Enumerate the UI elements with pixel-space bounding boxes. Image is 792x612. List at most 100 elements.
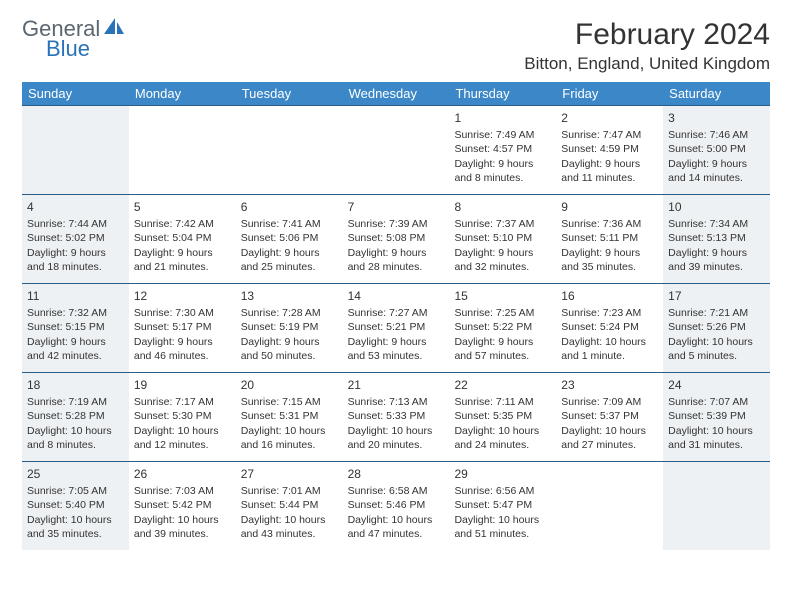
day-header-cell: Thursday xyxy=(449,82,556,105)
day-cell: 16Sunrise: 7:23 AMSunset: 5:24 PMDayligh… xyxy=(556,284,663,372)
daylight-line-2: and 5 minutes. xyxy=(668,349,765,363)
day-cell xyxy=(556,462,663,550)
daylight-line-1: Daylight: 9 hours xyxy=(668,246,765,260)
daylight-line-1: Daylight: 9 hours xyxy=(561,246,658,260)
sunrise-line: Sunrise: 7:49 AM xyxy=(454,128,551,142)
sunset-line: Sunset: 5:47 PM xyxy=(454,498,551,512)
sunrise-line: Sunrise: 7:42 AM xyxy=(134,217,231,231)
daylight-line-1: Daylight: 10 hours xyxy=(561,424,658,438)
day-cell: 13 Sunrise: 7:28 AMSunset: 5:19 PMDayligh… xyxy=(236,284,343,372)
daylight-line-1: Daylight: 9 hours xyxy=(27,335,124,349)
daylight-line-2: and 32 minutes. xyxy=(454,260,551,274)
daylight-line-1: Daylight: 10 hours xyxy=(561,335,658,349)
sunset-line: Sunset: 5:15 PM xyxy=(27,320,124,334)
sunset-line: Sunset: 5:10 PM xyxy=(454,231,551,245)
sunrise-line: Sunrise: 7:05 AM xyxy=(27,484,124,498)
day-cell: 25Sunrise: 7:05 AMSunset: 5:40 PMDayligh… xyxy=(22,462,129,550)
daylight-line-1: Daylight: 9 hours xyxy=(561,157,658,171)
daylight-line-1: Daylight: 9 hours xyxy=(454,157,551,171)
day-number: 29 xyxy=(454,466,551,482)
day-number: 4 xyxy=(27,199,124,215)
day-cell: 12Sunrise: 7:30 AMSunset: 5:17 PMDayligh… xyxy=(129,284,236,372)
daylight-line-1: Daylight: 10 hours xyxy=(454,424,551,438)
day-cell: 24Sunrise: 7:07 AMSunset: 5:39 PMDayligh… xyxy=(663,373,770,461)
daylight-line-2: and 1 minute. xyxy=(561,349,658,363)
daylight-line-1: Daylight: 10 hours xyxy=(241,513,338,527)
daylight-line-1: Daylight: 9 hours xyxy=(241,335,338,349)
day-cell: 5 Sunrise: 7:42 AMSunset: 5:04 PMDaylight… xyxy=(129,195,236,283)
sunrise-line: Sunrise: 7:36 AM xyxy=(561,217,658,231)
day-number: 5 xyxy=(134,199,231,215)
day-header-cell: Saturday xyxy=(663,82,770,105)
day-cell: 18Sunrise: 7:19 AMSunset: 5:28 PMDayligh… xyxy=(22,373,129,461)
daylight-line-1: Daylight: 9 hours xyxy=(241,246,338,260)
day-cell: 10Sunrise: 7:34 AMSunset: 5:13 PMDayligh… xyxy=(663,195,770,283)
sunset-line: Sunset: 4:57 PM xyxy=(454,142,551,156)
daylight-line-2: and 50 minutes. xyxy=(241,349,338,363)
daylight-line-1: Daylight: 9 hours xyxy=(454,246,551,260)
sunrise-line: Sunrise: 7:21 AM xyxy=(668,306,765,320)
daylight-line-1: Daylight: 10 hours xyxy=(134,424,231,438)
day-number: 11 xyxy=(27,288,124,304)
sunrise-line: Sunrise: 7:39 AM xyxy=(348,217,445,231)
sunset-line: Sunset: 5:11 PM xyxy=(561,231,658,245)
daylight-line-2: and 11 minutes. xyxy=(561,171,658,185)
day-cell: 21Sunrise: 7:13 AMSunset: 5:33 PMDayligh… xyxy=(343,373,450,461)
day-number: 22 xyxy=(454,377,551,393)
day-cell: 23Sunrise: 7:09 AMSunset: 5:37 PMDayligh… xyxy=(556,373,663,461)
daylight-line-2: and 20 minutes. xyxy=(348,438,445,452)
daylight-line-2: and 14 minutes. xyxy=(668,171,765,185)
sunrise-line: Sunrise: 7:44 AM xyxy=(27,217,124,231)
weeks-container: 1Sunrise: 7:49 AMSunset: 4:57 PMDaylight… xyxy=(22,105,770,550)
daylight-line-2: and 35 minutes. xyxy=(27,527,124,541)
sunset-line: Sunset: 5:42 PM xyxy=(134,498,231,512)
day-header-cell: Wednesday xyxy=(343,82,450,105)
sunset-line: Sunset: 5:21 PM xyxy=(348,320,445,334)
day-cell: 15Sunrise: 7:25 AMSunset: 5:22 PMDayligh… xyxy=(449,284,556,372)
calendar: SundayMondayTuesdayWednesdayThursdayFrid… xyxy=(22,82,770,550)
day-number: 14 xyxy=(348,288,445,304)
daylight-line-2: and 28 minutes. xyxy=(348,260,445,274)
sunrise-line: Sunrise: 7:25 AM xyxy=(454,306,551,320)
day-number: 7 xyxy=(348,199,445,215)
day-number: 2 xyxy=(561,110,658,126)
day-cell: 29Sunrise: 6:56 AMSunset: 5:47 PMDayligh… xyxy=(449,462,556,550)
week-row: 4Sunrise: 7:44 AMSunset: 5:02 PMDaylight… xyxy=(22,194,770,283)
daylight-line-1: Daylight: 10 hours xyxy=(241,424,338,438)
daylight-line-1: Daylight: 9 hours xyxy=(348,246,445,260)
daylight-line-2: and 8 minutes. xyxy=(27,438,124,452)
sunrise-line: Sunrise: 7:27 AM xyxy=(348,306,445,320)
day-header-cell: Sunday xyxy=(22,82,129,105)
sunset-line: Sunset: 4:59 PM xyxy=(561,142,658,156)
daylight-line-2: and 18 minutes. xyxy=(27,260,124,274)
day-number: 13 xyxy=(241,288,338,304)
sunset-line: Sunset: 5:26 PM xyxy=(668,320,765,334)
logo: General Blue xyxy=(22,18,124,60)
day-cell: 4Sunrise: 7:44 AMSunset: 5:02 PMDaylight… xyxy=(22,195,129,283)
day-number: 25 xyxy=(27,466,124,482)
daylight-line-2: and 39 minutes. xyxy=(668,260,765,274)
daylight-line-1: Daylight: 10 hours xyxy=(668,424,765,438)
day-number: 27 xyxy=(241,466,338,482)
day-cell: 2Sunrise: 7:47 AMSunset: 4:59 PMDaylight… xyxy=(556,106,663,194)
day-cell xyxy=(236,106,343,194)
day-cell xyxy=(343,106,450,194)
daylight-line-2: and 39 minutes. xyxy=(134,527,231,541)
day-number: 19 xyxy=(134,377,231,393)
day-number: 15 xyxy=(454,288,551,304)
sunrise-line: Sunrise: 7:01 AM xyxy=(241,484,338,498)
day-cell: 6Sunrise: 7:41 AMSunset: 5:06 PMDaylight… xyxy=(236,195,343,283)
day-cell: 27Sunrise: 7:01 AMSunset: 5:44 PMDayligh… xyxy=(236,462,343,550)
day-number: 20 xyxy=(241,377,338,393)
sunset-line: Sunset: 5:04 PM xyxy=(134,231,231,245)
day-number: 12 xyxy=(134,288,231,304)
sunrise-line: Sunrise: 7:28 AM xyxy=(241,306,338,320)
logo-text-bottom: Blue xyxy=(46,38,124,60)
sunset-line: Sunset: 5:19 PM xyxy=(241,320,338,334)
daylight-line-1: Daylight: 9 hours xyxy=(134,246,231,260)
daylight-line-1: Daylight: 10 hours xyxy=(27,513,124,527)
daylight-line-2: and 21 minutes. xyxy=(134,260,231,274)
daylight-line-2: and 27 minutes. xyxy=(561,438,658,452)
daylight-line-2: and 57 minutes. xyxy=(454,349,551,363)
sunset-line: Sunset: 5:13 PM xyxy=(668,231,765,245)
